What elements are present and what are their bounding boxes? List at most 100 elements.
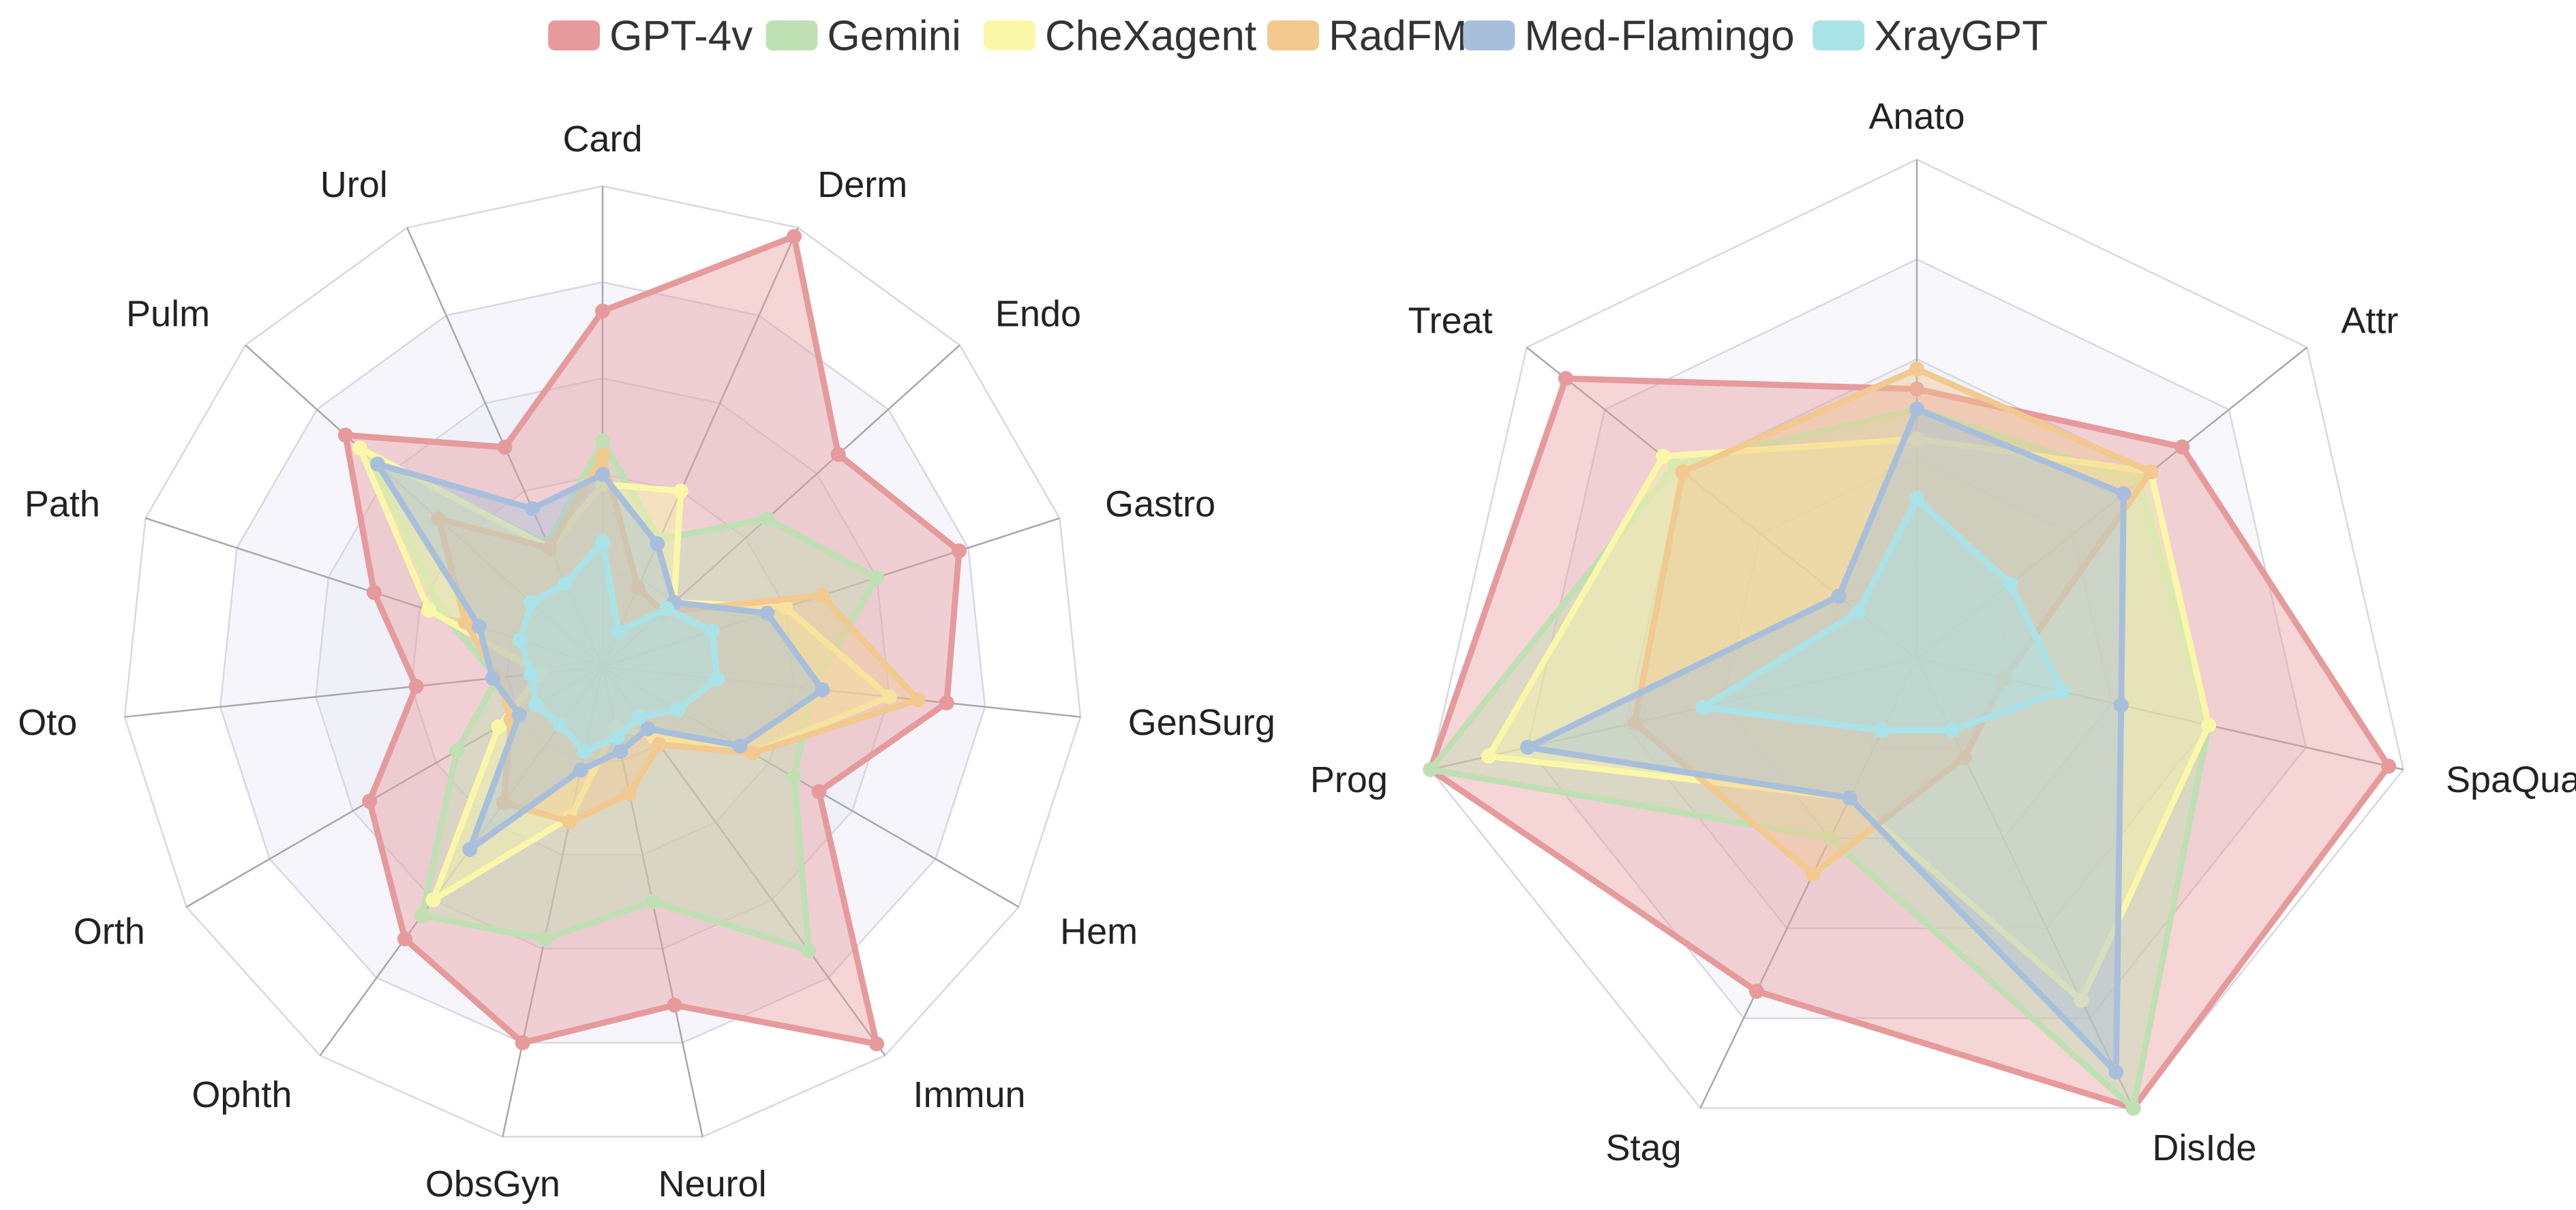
- axis-label-treat: Treat: [1408, 301, 1493, 342]
- data-point-anato: [1909, 381, 1924, 397]
- data-point-immun: [631, 710, 647, 725]
- axis-label-ophth: Ophth: [192, 1074, 292, 1115]
- radar-spoke: [1526, 346, 1918, 659]
- data-point-anato: [1909, 431, 1924, 447]
- data-point-spaqua: [2113, 697, 2129, 713]
- series-chexagent: [1481, 431, 2217, 1008]
- data-point-oto: [523, 667, 539, 682]
- series-gpt-4v: [1423, 371, 2397, 1116]
- series-area: [1427, 375, 2392, 1112]
- data-point-card: [595, 433, 610, 449]
- data-point-hem: [811, 784, 827, 800]
- legend-item-radfm[interactable]: RadFM: [1267, 13, 1467, 60]
- axis-label-hem: Hem: [1060, 911, 1138, 952]
- data-point-diside: [1943, 723, 1959, 738]
- data-point-gensurg: [910, 692, 926, 708]
- legend-item-gpt-4v[interactable]: GPT-4v: [548, 13, 753, 60]
- axis-label-orth: Orth: [74, 911, 145, 952]
- axis-label-urol: Urol: [320, 164, 388, 205]
- data-point-stag: [1822, 830, 1838, 846]
- series-area: [342, 233, 963, 1047]
- data-point-path: [366, 585, 382, 601]
- data-point-ophth: [552, 717, 568, 733]
- data-point-path: [457, 614, 473, 630]
- data-point-immun: [640, 721, 656, 737]
- data-point-hem: [744, 745, 760, 761]
- data-point-immun: [651, 737, 667, 753]
- legend-item-gemini[interactable]: Gemini: [766, 13, 961, 60]
- data-point-derm: [787, 228, 802, 244]
- data-point-gensurg: [939, 695, 954, 711]
- legend: GPT-4v Gemini CheXagent RadFM Med-Flamingo Xr…: [548, 13, 2048, 60]
- data-point-spaqua: [2201, 717, 2217, 733]
- series-med-flamingo: [369, 456, 830, 858]
- radar-spoke: [602, 665, 1081, 718]
- data-point-ophth: [462, 842, 478, 858]
- legend-swatch: [983, 20, 1035, 50]
- radar-spoke: [245, 344, 603, 667]
- data-point-hem: [786, 770, 802, 785]
- legend-item-med-flamingo[interactable]: Med-Flamingo: [1463, 13, 1795, 60]
- axis-label-neurol: Neurol: [658, 1164, 767, 1205]
- data-point-attr: [2143, 464, 2159, 480]
- radar-spoke: [1916, 346, 2308, 659]
- data-point-stag: [1842, 790, 1858, 806]
- data-point-gastro: [814, 588, 830, 603]
- axis-label-stag: Stag: [1606, 1128, 1682, 1168]
- data-point-endo: [830, 447, 846, 462]
- legend-swatch: [548, 20, 601, 50]
- data-point-neurol: [645, 894, 661, 909]
- data-point-treat: [1831, 588, 1847, 604]
- data-point-prog: [1520, 740, 1536, 755]
- legend-item-xraygpt[interactable]: XrayGPT: [1813, 13, 2048, 60]
- data-point-prog: [1481, 748, 1496, 764]
- series-area: [1524, 406, 2127, 1076]
- radar-series-group: [1423, 361, 2397, 1116]
- axis-label-pulm: Pulm: [126, 293, 210, 334]
- data-point-diside: [2125, 1100, 2141, 1116]
- legend-label: CheXagent: [1045, 13, 1256, 60]
- data-point-derm: [630, 580, 646, 596]
- data-point-spaqua: [2381, 758, 2397, 774]
- legend-item-chexagent[interactable]: CheXagent: [983, 13, 1256, 60]
- data-point-neurol: [609, 729, 625, 745]
- axis-label-attr: Attr: [2341, 301, 2398, 342]
- series-med-flamingo: [1520, 402, 2132, 1080]
- axis-label-gensurg: GenSurg: [1128, 702, 1275, 743]
- radar-chart-left: Card Derm Endo Gastro GenSurg Hem Immun Neurol O…: [18, 119, 1275, 1205]
- data-point-pulm: [352, 440, 367, 456]
- data-point-obsgyn: [515, 1035, 530, 1050]
- data-point-attr: [2116, 486, 2132, 502]
- axis-label-diside: DisIde: [2152, 1128, 2256, 1168]
- data-point-ophth: [425, 892, 441, 908]
- data-point-ophth: [414, 908, 429, 924]
- axis-label-prog: Prog: [1310, 759, 1388, 800]
- legend-label: XrayGPT: [1874, 13, 2048, 60]
- data-point-prog: [1627, 715, 1643, 731]
- data-point-gensurg: [710, 671, 725, 686]
- radar-series-group: [337, 228, 967, 1052]
- legend-swatch: [1463, 20, 1515, 50]
- data-point-orth: [362, 793, 378, 809]
- series-radfm: [1627, 361, 2159, 882]
- data-point-spaqua: [2055, 684, 2071, 699]
- data-point-neurol: [622, 786, 637, 802]
- data-point-obsgyn: [562, 814, 577, 830]
- data-point-ophth: [397, 931, 412, 947]
- axis-label-gastro: Gastro: [1105, 484, 1215, 525]
- data-point-immun: [868, 1036, 884, 1052]
- data-point-path: [513, 632, 528, 648]
- series-area: [517, 539, 721, 755]
- data-point-gastro: [869, 570, 885, 586]
- data-point-orth: [449, 743, 465, 759]
- data-point-pulm: [369, 456, 385, 472]
- data-point-urol: [542, 541, 558, 556]
- data-point-urol: [524, 501, 540, 517]
- data-point-orth: [528, 697, 544, 713]
- axis-label-immun: Immun: [913, 1074, 1026, 1115]
- legend-swatch: [1813, 20, 1865, 50]
- data-point-stag: [1805, 866, 1821, 882]
- data-point-neurol: [613, 744, 628, 759]
- data-point-pulm: [430, 511, 446, 527]
- legend-label: Gemini: [828, 13, 961, 60]
